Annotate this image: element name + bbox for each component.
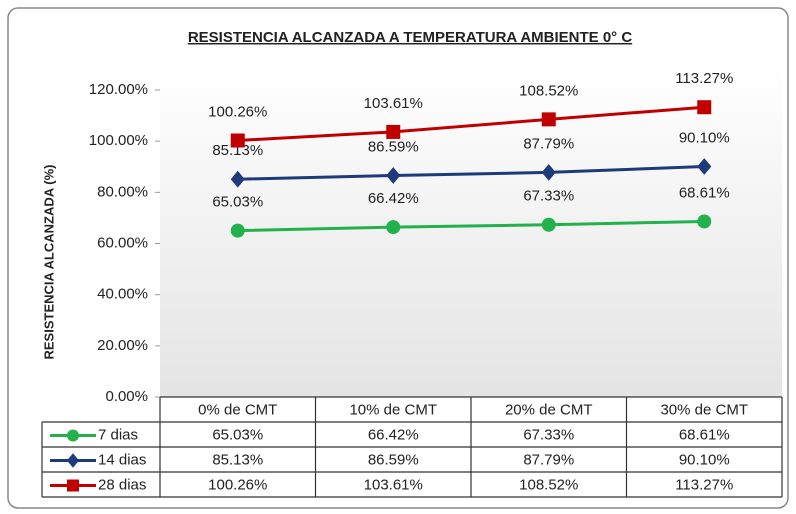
table-cell: 86.59% <box>368 451 419 468</box>
marker <box>541 112 556 127</box>
data-label: 90.10% <box>679 129 730 146</box>
table-cell: 65.03% <box>212 426 263 443</box>
data-label: 65.03% <box>212 194 263 211</box>
table-cell: 85.13% <box>212 451 263 468</box>
data-label: 113.27% <box>675 70 733 87</box>
x-tick-label: 0% de CMT <box>198 401 277 418</box>
table-cell: 103.61% <box>364 476 423 493</box>
data-label: 103.61% <box>364 95 423 112</box>
data-label: 68.61% <box>679 184 730 201</box>
series-line <box>237 164 705 181</box>
marker <box>697 100 712 115</box>
data-label: 85.13% <box>212 142 263 159</box>
legend-marker <box>67 429 79 442</box>
x-tick-label: 30% de CMT <box>660 401 748 418</box>
data-label: 66.42% <box>368 190 419 207</box>
y-tick-label: 20.00% <box>97 337 148 354</box>
y-axis-label: RESISTENCIA ALCANZADA (%) <box>41 165 56 360</box>
x-tick-label: 10% de CMT <box>349 401 437 418</box>
legend-label: 28 dias <box>98 476 146 493</box>
y-tick-label: 100.00% <box>89 132 148 149</box>
y-tick-label: 120.00% <box>89 81 148 98</box>
y-tick-label: 40.00% <box>97 286 148 303</box>
marker <box>386 220 401 235</box>
data-label: 67.33% <box>523 188 574 205</box>
series-line <box>237 219 705 233</box>
table-cell: 108.52% <box>519 476 578 493</box>
marker <box>230 133 245 148</box>
table-cell: 67.33% <box>523 426 574 443</box>
marker <box>386 124 401 139</box>
series-line <box>237 105 705 142</box>
chart-title: RESISTENCIA ALCANZADA A TEMPERATURA AMBI… <box>188 29 632 46</box>
table-cell: 87.79% <box>523 451 574 468</box>
legend-label: 14 dias <box>98 451 146 468</box>
marker <box>386 167 401 184</box>
legend-marker <box>67 453 79 468</box>
data-label: 108.52% <box>519 82 578 99</box>
marker <box>697 158 712 175</box>
y-tick-label: 60.00% <box>97 234 148 251</box>
marker <box>541 164 556 181</box>
marker <box>230 223 245 238</box>
table-cell: 100.26% <box>208 476 267 493</box>
marker <box>541 217 556 232</box>
table-cell: 68.61% <box>679 426 730 443</box>
data-label: 86.59% <box>368 138 419 155</box>
x-tick-label: 20% de CMT <box>505 401 593 418</box>
table-cell: 113.27% <box>675 476 733 493</box>
marker <box>230 170 245 188</box>
y-tick-label: 0.00% <box>105 388 148 405</box>
legend-label: 7 dias <box>98 426 138 443</box>
data-label: 100.26% <box>208 103 267 120</box>
table-cell: 66.42% <box>368 426 419 443</box>
data-label: 87.79% <box>523 135 574 152</box>
marker <box>697 214 712 229</box>
legend-marker <box>67 479 79 492</box>
table-cell: 90.10% <box>679 451 730 468</box>
y-tick-label: 80.00% <box>97 183 148 200</box>
